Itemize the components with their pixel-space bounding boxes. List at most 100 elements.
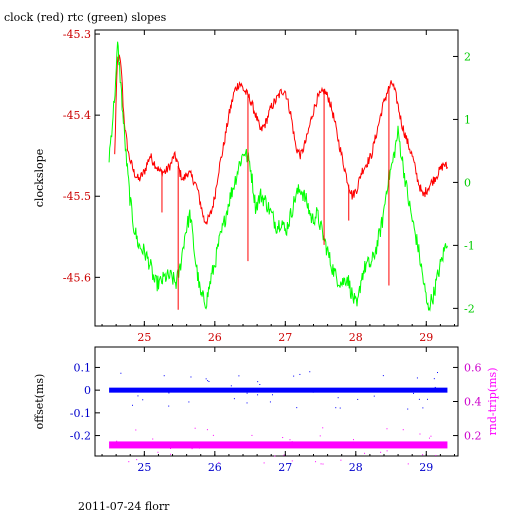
y-tick-label-left: -45.4 [63, 109, 91, 122]
y-tick-label-right: -1 [464, 239, 475, 252]
y-tick-label-right: 0.4 [464, 396, 482, 409]
roundtrip-band-point [278, 446, 280, 448]
roundtrip-band-point [191, 448, 193, 450]
y-tick-label-right: 0.6 [464, 361, 482, 374]
roundtrip-band-point [170, 447, 172, 449]
offset-band-point [299, 373, 301, 375]
bottom-panel: 25 26 27 28 29 0.1 0 -0.1 -0.2 0.6 0.4 0.2 offset(ms… [33, 346, 499, 474]
roundtrip-band-point [289, 439, 291, 441]
roundtrip-band-point [136, 459, 138, 461]
roundtrip-band-point [157, 442, 159, 444]
roundtrip-band-point [322, 427, 324, 429]
offset-band-point [110, 389, 112, 391]
offset-band-point [246, 402, 248, 404]
offset-band-point [137, 395, 139, 397]
offset-band-point [246, 392, 248, 394]
y-tick-label-right: -2 [464, 302, 475, 315]
roundtrip-band-point [315, 461, 317, 463]
offset-band-point [309, 371, 311, 373]
roundtrip-band-point [386, 428, 388, 430]
plot-frame [94, 346, 459, 457]
roundtrip-band-point [135, 429, 137, 431]
offset-band-point [296, 407, 298, 409]
roundtrip-band-point [157, 451, 159, 453]
offset-band-point [257, 394, 259, 396]
offset-band-point [168, 405, 170, 407]
y-tick-label-left: -45.3 [63, 28, 91, 41]
y-tick-label-right: 2 [464, 50, 471, 63]
roundtrip-band-point [136, 443, 138, 445]
offset-band-point [418, 398, 420, 400]
offset-band-point [413, 392, 415, 394]
offset-band-point [168, 392, 170, 394]
offset-band-point [190, 376, 192, 378]
roundtrip-band-point [291, 460, 293, 462]
series-line-clock [114, 54, 448, 225]
offset-band-point [269, 401, 271, 403]
roundtrip-band-point [118, 444, 120, 446]
roundtrip-band-point [274, 455, 276, 457]
offset-band-point [422, 407, 424, 409]
footer-label: 2011-07-24 florr [78, 500, 170, 512]
plot-frame [94, 29, 459, 327]
y-tick-label-left: -0.2 [70, 430, 91, 443]
roundtrip-band-point [430, 435, 432, 437]
y-axis-label-right: rnd-trip(ms) [486, 368, 499, 436]
offset-band-point [406, 389, 408, 391]
offset-band-point [416, 377, 418, 379]
offset-band-point [433, 378, 435, 380]
offset-band-point [357, 398, 359, 400]
y-tick-label-right: 0.2 [464, 430, 482, 443]
roundtrip-band-point [402, 429, 404, 431]
roundtrip-band-point [291, 441, 293, 443]
roundtrip-band-point [218, 461, 220, 463]
x-tick-label: 28 [349, 461, 363, 474]
roundtrip-band-point [340, 459, 342, 461]
x-tick-label: 27 [278, 461, 292, 474]
y-axis-label: offset(ms) [33, 374, 46, 430]
y-tick-label-left: 0 [84, 384, 91, 397]
roundtrip-band-point [320, 463, 322, 465]
offset-band-point [238, 375, 240, 377]
roundtrip-band-point [407, 463, 409, 465]
y-tick-label-right: 1 [464, 113, 471, 126]
y-tick-label-left: 0.1 [74, 361, 92, 374]
roundtrip-band-point [414, 444, 416, 446]
offset-band-point [259, 384, 261, 386]
y-tick-label-left: -0.1 [70, 407, 91, 420]
offset-band-point [257, 381, 259, 383]
roundtrip-band-point [194, 427, 196, 429]
roundtrip-band-point [116, 440, 118, 442]
offset-band-point [293, 375, 295, 377]
x-tick-label: 29 [419, 461, 433, 474]
x-tick-label: 26 [208, 461, 222, 474]
offset-band-point [142, 399, 144, 401]
x-tick-label: 25 [137, 461, 151, 474]
x-tick-label: 25 [137, 331, 151, 344]
x-tick-label: 27 [278, 331, 292, 344]
roundtrip-band-point [428, 437, 430, 439]
roundtrip-band-point [322, 463, 324, 465]
offset-band-point [163, 375, 165, 377]
offset-band-point [382, 375, 384, 377]
offset-band-point [271, 394, 273, 396]
roundtrip-band-point [251, 434, 253, 436]
roundtrip-band-point [198, 447, 200, 449]
offset-band-point [312, 391, 314, 393]
offset-band-point [407, 408, 409, 410]
x-tick-label: 26 [208, 331, 222, 344]
offset-band-point [437, 372, 439, 374]
y-axis-label: clockslope [33, 149, 46, 207]
offset-band-point [259, 388, 261, 390]
roundtrip-band [109, 441, 448, 449]
roundtrip-band-point [152, 438, 154, 440]
roundtrip-band-point [422, 454, 424, 456]
roundtrip-band-point [282, 437, 284, 439]
roundtrip-band-point [170, 453, 172, 455]
offset-band-point [207, 380, 209, 382]
roundtrip-band-point [206, 429, 208, 431]
top-panel: 25 26 27 28 29 -45.3 -45.4 -45.5 -45.6 2 1 0 -1 -2 clo… [33, 28, 475, 344]
offset-band-point [335, 407, 337, 409]
roundtrip-band-point [419, 433, 421, 435]
